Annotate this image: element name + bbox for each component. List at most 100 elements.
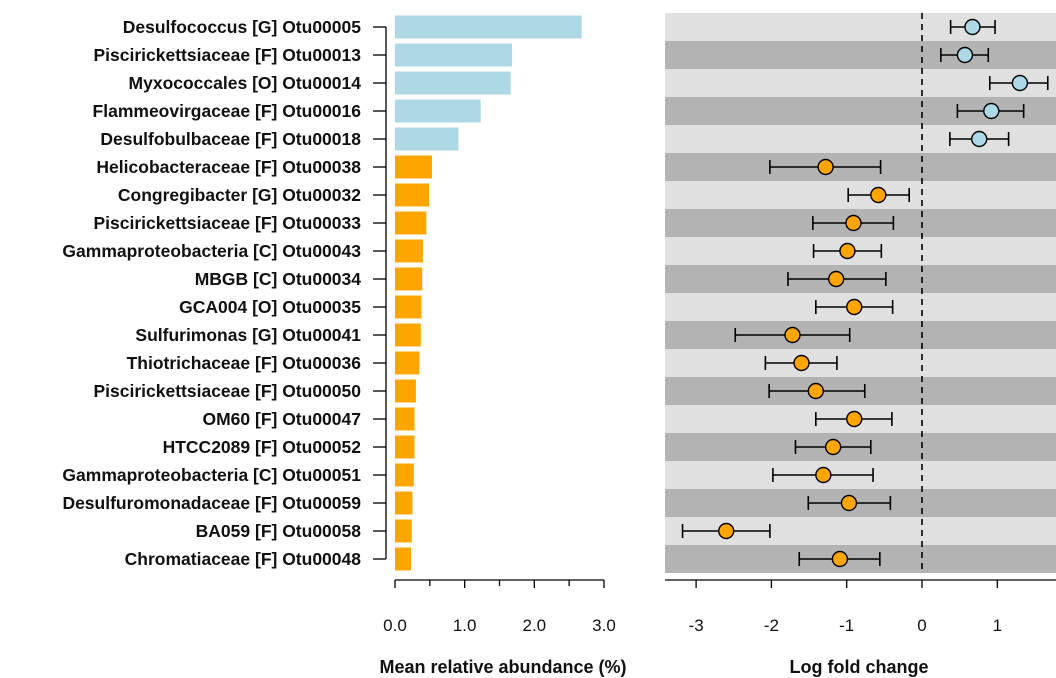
abundance-bar bbox=[395, 183, 430, 207]
abundance-bar bbox=[395, 323, 421, 347]
abundance-bar bbox=[395, 463, 414, 487]
abundance-bars bbox=[395, 15, 582, 571]
x-tick-label: 2.0 bbox=[523, 616, 547, 635]
logfold-point bbox=[815, 298, 894, 316]
x-tick-label: 3.0 bbox=[592, 616, 616, 635]
estimate-dot bbox=[817, 158, 834, 176]
abundance-bar bbox=[395, 127, 459, 151]
logfold-point bbox=[768, 382, 866, 400]
abundance-bar bbox=[395, 491, 413, 515]
logfold-point bbox=[847, 186, 910, 204]
logfold-point bbox=[787, 270, 887, 288]
estimate-dot bbox=[971, 130, 988, 148]
abundance-bar bbox=[395, 267, 423, 291]
estimate-dot bbox=[784, 326, 801, 344]
logfold-point bbox=[815, 410, 893, 428]
abundance-bar bbox=[395, 519, 412, 543]
abundance-bar bbox=[395, 295, 422, 319]
category-label: Desulfuromonadaceae [F] Otu00059 bbox=[62, 493, 361, 513]
category-label: Piscirickettsiaceae [F] Otu00013 bbox=[93, 45, 361, 65]
estimate-dot bbox=[846, 410, 863, 428]
logfold-point bbox=[940, 46, 990, 64]
logfold-point bbox=[794, 438, 872, 456]
category-label: MBGB [C] Otu00034 bbox=[195, 269, 362, 289]
estimate-dot bbox=[1011, 74, 1029, 92]
estimate-dot bbox=[964, 18, 981, 36]
row-band bbox=[665, 349, 1056, 377]
logfold-point bbox=[798, 550, 881, 568]
abundance-bar bbox=[395, 435, 415, 459]
logfold-point bbox=[807, 494, 892, 512]
abundance-bar bbox=[395, 155, 432, 179]
x-tick-label: 1.0 bbox=[453, 616, 477, 635]
logfold-point bbox=[812, 242, 883, 260]
x-tick-label: -2 bbox=[764, 616, 779, 635]
logfold-point bbox=[769, 158, 882, 176]
category-label: Thiotrichaceae [F] Otu00036 bbox=[127, 353, 362, 373]
estimate-dot bbox=[718, 522, 735, 540]
abundance-bar bbox=[395, 211, 427, 235]
estimate-dot bbox=[839, 242, 856, 260]
row-band bbox=[665, 13, 1056, 41]
abundance-bar bbox=[395, 379, 416, 403]
abundance-bar bbox=[395, 351, 420, 375]
x-tick-label: -3 bbox=[689, 616, 704, 635]
estimate-dot bbox=[815, 466, 832, 484]
category-label: Flammeovirgaceae [F] Otu00016 bbox=[93, 101, 362, 121]
x-tick-label: -1 bbox=[839, 616, 854, 635]
estimate-dot bbox=[983, 102, 1000, 120]
logfold-row-bands bbox=[665, 13, 1056, 573]
estimate-dot bbox=[845, 214, 862, 232]
category-label: Desulfobulbaceae [F] Otu00018 bbox=[100, 129, 361, 149]
x-tick-label: 0.0 bbox=[383, 616, 407, 635]
category-label: Gammaproteobacteria [C] Otu00051 bbox=[62, 465, 361, 485]
logfold-point bbox=[772, 466, 874, 484]
category-labels: Desulfococcus [G] Otu00005 Piscirickettsi… bbox=[62, 17, 361, 569]
abundance-bar bbox=[395, 407, 415, 431]
category-label: Sulfurimonas [G] Otu00041 bbox=[135, 325, 361, 345]
abundance-x-axis: 0.0 1.0 2.0 3.0 bbox=[383, 579, 616, 635]
category-label: Piscirickettsiaceae [F] Otu00050 bbox=[93, 381, 361, 401]
abundance-bar bbox=[395, 547, 412, 571]
logfold-point bbox=[949, 18, 996, 36]
x-tick-label: 0 bbox=[917, 616, 926, 635]
logfold-points bbox=[681, 18, 1049, 568]
category-label: Myxococcales [O] Otu00014 bbox=[129, 73, 362, 93]
logfold-axis-title: Log fold change bbox=[790, 657, 929, 677]
category-label: GCA004 [O] Otu00035 bbox=[179, 297, 361, 317]
row-band bbox=[665, 41, 1056, 69]
logfold-x-axis: -3 -2 -1 0 1 bbox=[665, 579, 1056, 635]
logfold-point bbox=[681, 522, 771, 540]
abundance-bar bbox=[395, 239, 423, 263]
abundance-axis-title: Mean relative abundance (%) bbox=[379, 657, 626, 677]
category-label: Helicobacteraceae [F] Otu00038 bbox=[96, 157, 361, 177]
logfold-point bbox=[812, 214, 895, 232]
estimate-dot bbox=[807, 382, 825, 400]
estimate-dot bbox=[870, 186, 887, 204]
category-label: Desulfococcus [G] Otu00005 bbox=[123, 17, 362, 37]
category-label: HTCC2089 [F] Otu00052 bbox=[163, 437, 362, 457]
abundance-bar bbox=[395, 43, 513, 67]
logfold-point bbox=[988, 74, 1049, 92]
logfold-point bbox=[956, 102, 1025, 120]
estimate-dot bbox=[827, 270, 845, 288]
logfold-point bbox=[949, 130, 1010, 148]
category-label: BA059 [F] Otu00058 bbox=[196, 521, 362, 541]
abundance-y-axis bbox=[373, 26, 387, 560]
estimate-dot bbox=[824, 438, 842, 456]
x-tick-label: 1 bbox=[993, 616, 1002, 635]
abundance-bar bbox=[395, 71, 511, 95]
estimate-dot bbox=[956, 46, 974, 64]
row-band bbox=[665, 321, 1056, 349]
abundance-bar bbox=[395, 99, 481, 123]
logfold-point bbox=[734, 326, 851, 344]
estimate-dot bbox=[840, 494, 858, 512]
category-label: Chromatiaceae [F] Otu00048 bbox=[125, 549, 362, 569]
category-label: Piscirickettsiaceae [F] Otu00033 bbox=[93, 213, 361, 233]
estimate-dot bbox=[846, 298, 863, 316]
category-label: Congregibacter [G] Otu00032 bbox=[118, 185, 361, 205]
logfold-point bbox=[764, 354, 838, 372]
category-label: Gammaproteobacteria [C] Otu00043 bbox=[62, 241, 361, 261]
abundance-bar bbox=[395, 15, 582, 39]
